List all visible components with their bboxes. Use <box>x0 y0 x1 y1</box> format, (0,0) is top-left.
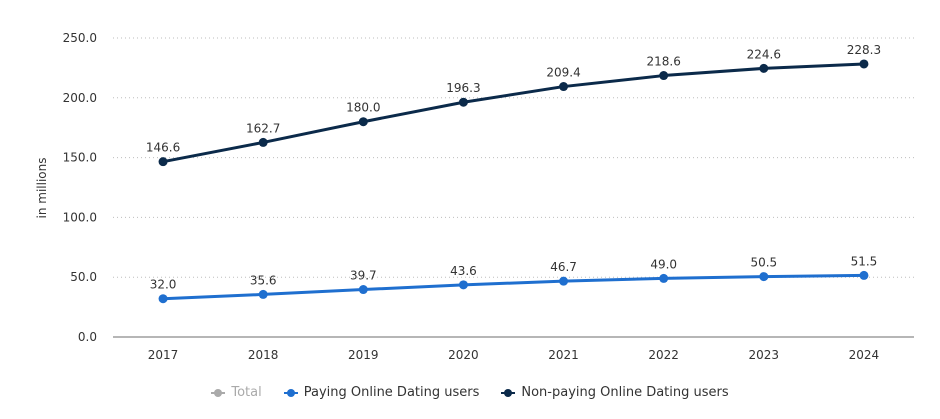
data-point[interactable] <box>358 285 368 295</box>
data-label: 49.0 <box>650 257 677 271</box>
data-label: 196.3 <box>446 81 480 95</box>
y-tick-label: 50.0 <box>70 270 97 284</box>
data-label: 162.7 <box>246 121 280 135</box>
data-label: 43.6 <box>450 264 477 278</box>
legend-item-total[interactable]: Total <box>211 385 262 400</box>
x-tick-label: 2021 <box>548 348 579 362</box>
gridlines <box>113 37 914 278</box>
x-tick-label: 2024 <box>849 348 880 362</box>
x-tick-label: 2022 <box>648 348 679 362</box>
data-label: 51.5 <box>851 254 878 268</box>
series-line <box>162 62 865 164</box>
data-point[interactable] <box>158 294 168 304</box>
legend-item-non-paying[interactable]: Non-paying Online Dating users <box>501 385 729 400</box>
x-axis-ticks: 2017 2018 2019 2020 2021 2022 2023 2024 <box>148 348 879 362</box>
y-tick-label: 150.0 <box>63 151 97 165</box>
legend-marker-icon <box>283 388 298 398</box>
data-label: 209.4 <box>546 66 580 80</box>
y-tick-label: 250.0 <box>63 31 97 45</box>
x-tick-label: 2023 <box>749 348 780 362</box>
data-point[interactable] <box>358 117 368 127</box>
x-tick-label: 2018 <box>248 348 279 362</box>
x-tick-label: 2020 <box>448 348 479 362</box>
y-axis-label: in millions <box>35 158 49 219</box>
y-tick-label: 100.0 <box>63 210 97 224</box>
data-label: 146.6 <box>146 141 180 155</box>
data-point[interactable] <box>458 97 468 107</box>
data-label: 39.7 <box>350 269 377 283</box>
data-point[interactable] <box>258 137 268 147</box>
series-non-paying-online-dating-users: 146.6 162.7 180.0 196.3 209.4 218.6 224.6 228.3 <box>146 43 881 167</box>
y-tick-label: 0.0 <box>78 330 97 344</box>
data-label: 224.6 <box>747 47 781 61</box>
data-point[interactable] <box>659 273 669 283</box>
legend-marker-icon <box>501 388 516 398</box>
data-point[interactable] <box>158 157 168 167</box>
series-paying-online-dating-users: 32.0 35.6 39.7 43.6 46.7 49.0 50.5 51.5 <box>150 254 878 304</box>
data-label: 180.0 <box>346 101 380 115</box>
legend-label: Paying Online Dating users <box>303 385 480 400</box>
legend: Total Paying Online Dating users Non-pay… <box>0 385 940 400</box>
x-tick-label: 2017 <box>148 348 179 362</box>
data-label: 35.6 <box>250 273 277 287</box>
data-point[interactable] <box>659 71 669 81</box>
data-label: 50.5 <box>750 256 777 270</box>
data-point[interactable] <box>859 59 869 69</box>
data-label: 228.3 <box>847 43 881 57</box>
data-point[interactable] <box>559 82 569 92</box>
data-label: 46.7 <box>550 260 577 274</box>
data-point[interactable] <box>759 63 769 73</box>
y-axis-ticks: 0.0 50.0 100.0 150.0 200.0 250.0 <box>63 31 97 344</box>
y-tick-label: 200.0 <box>63 91 97 105</box>
legend-label: Total <box>231 385 262 400</box>
data-label: 218.6 <box>647 55 681 69</box>
x-tick-label: 2019 <box>348 348 379 362</box>
data-point[interactable] <box>458 280 468 290</box>
data-point[interactable] <box>859 270 869 280</box>
data-point[interactable] <box>559 276 569 286</box>
legend-marker-icon <box>211 388 226 398</box>
data-point[interactable] <box>258 289 268 299</box>
series-group: 32.0 35.6 39.7 43.6 46.7 49.0 50.5 51.5 146.6 162… <box>146 43 881 304</box>
legend-label: Non-paying Online Dating users <box>521 385 729 400</box>
data-label: 32.0 <box>150 278 177 292</box>
data-point[interactable] <box>759 272 769 282</box>
series-line <box>162 273 864 301</box>
legend-item-paying[interactable]: Paying Online Dating users <box>283 385 480 400</box>
